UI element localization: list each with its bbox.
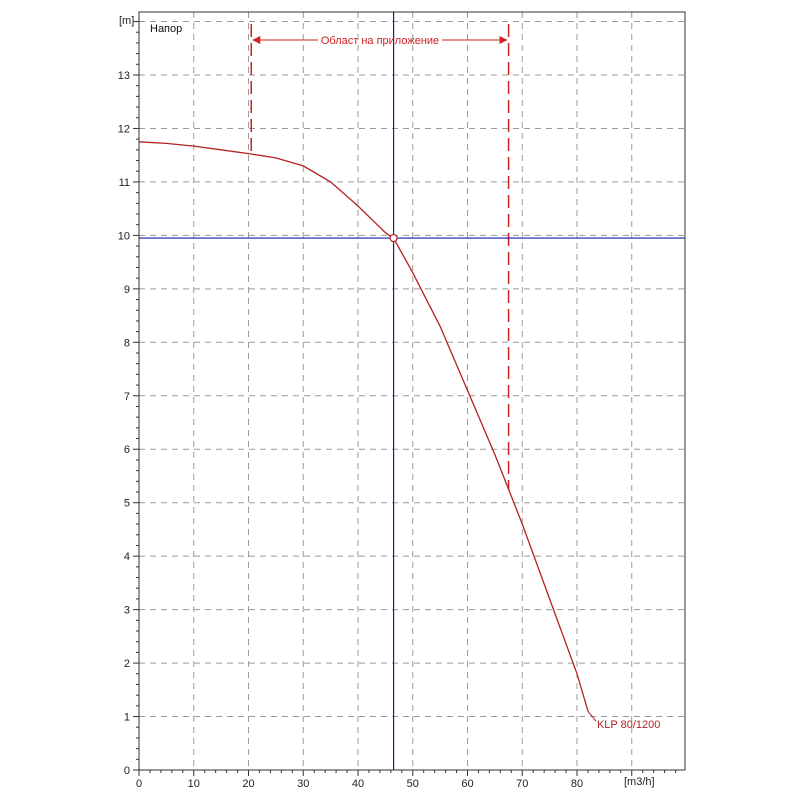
grid: [139, 12, 685, 770]
x-tick-label: 80: [571, 778, 583, 790]
y-tick-label: 1: [124, 712, 130, 724]
range-arrowhead-right: [499, 36, 508, 44]
x-tick-label: 70: [516, 778, 528, 790]
y-tick-label: 10: [118, 230, 130, 242]
series-line-klp-80-1200: [138, 141, 589, 712]
x-tick-label: 0: [136, 778, 142, 790]
range-label: Област на приложение: [321, 35, 439, 47]
series-layer: KLP 80/1200: [138, 141, 660, 731]
y-tick-label: 5: [124, 498, 130, 510]
y-tick-label: 3: [124, 605, 130, 617]
plot-frame: [138, 11, 686, 771]
y-tick-label: 0: [124, 765, 130, 777]
y-unit-label: [m]: [119, 15, 134, 27]
series-label: KLP 80/1200: [597, 719, 660, 731]
x-tick-label: 30: [297, 778, 309, 790]
y-tick-label: 2: [124, 658, 130, 670]
chart-title: Напор: [150, 23, 182, 35]
application-range: Област на приложение: [250, 24, 510, 490]
x-tick-label: 60: [461, 778, 473, 790]
x-tick-label: 40: [352, 778, 364, 790]
y-tick-label: 12: [118, 123, 130, 135]
operating-point-marker: [389, 233, 398, 243]
x-tick-label: 10: [188, 778, 200, 790]
x-tick-label: 20: [242, 778, 254, 790]
x-tick-label: 50: [407, 778, 419, 790]
x-unit-label: [m3/h]: [624, 776, 655, 788]
y-tick-label: 13: [118, 70, 130, 82]
y-tick-label: 9: [124, 284, 130, 296]
range-arrowhead-left: [252, 36, 261, 44]
y-tick-label: 7: [124, 391, 130, 403]
y-tick-label: 4: [124, 551, 130, 563]
operating-point-crosshair: [139, 12, 685, 770]
y-tick-label: 11: [119, 177, 130, 189]
series-label-leader: [587, 710, 597, 722]
y-tick-label: 8: [124, 337, 130, 349]
y-tick-label: 6: [124, 444, 130, 456]
